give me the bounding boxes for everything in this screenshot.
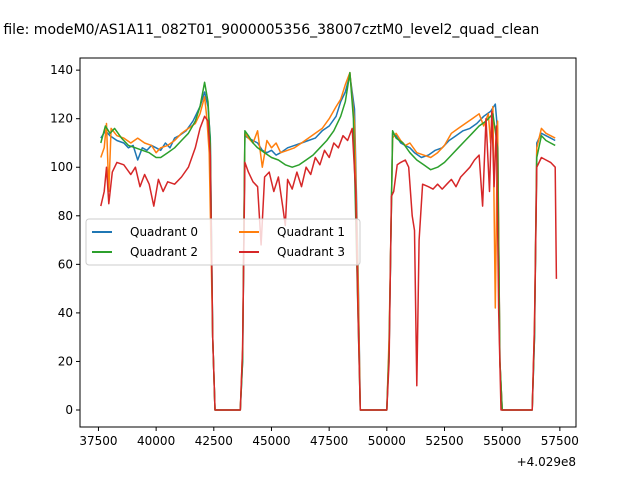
y-tick-label: 60 [58,257,73,271]
x-tick-label: 45000 [252,434,290,448]
legend-label-quadrant-1: Quadrant 1 [277,225,345,239]
series-lines [100,71,558,411]
x-tick-label: 47500 [310,434,348,448]
legend-box [85,218,361,266]
y-tick-label: 140 [50,63,73,77]
legend-label-quadrant-0: Quadrant 0 [130,225,198,239]
x-axis-offset-text: +4.029e8 [517,455,576,469]
series-line-quadrant-0 [100,74,556,411]
legend-label-quadrant-2: Quadrant 2 [130,245,198,259]
y-tick-label: 120 [50,112,73,126]
plot-area-frame [79,57,577,428]
x-tick-label: 50000 [368,434,406,448]
x-tick-label: 42500 [195,434,233,448]
y-tick-label: 0 [65,403,73,417]
x-tick-label: 55000 [483,434,521,448]
x-tick-label: 52500 [425,434,463,448]
legend: Quadrant 0 Quadrant 1 Quadrant 2 Quadrant 3 [85,218,361,266]
x-axis-ticks: 37500 40000 42500 45000 47500 50000 52500 55000… [79,427,579,448]
legend-label-quadrant-3: Quadrant 3 [277,245,345,259]
series-line-quadrant-3 [100,110,558,411]
y-tick-label: 80 [58,209,73,223]
x-tick-label: 57500 [541,434,579,448]
x-tick-label: 40000 [137,434,175,448]
chart-title: n file: modeM0/AS1A11_082T01_9000005356_… [0,22,540,38]
series-line-quadrant-1 [100,71,556,411]
y-tick-label: 20 [58,354,73,368]
x-tick-label: 37500 [79,434,117,448]
y-tick-label: 100 [50,160,73,174]
series-line-quadrant-2 [100,71,556,411]
y-axis-ticks: 0 20 40 60 80 100 120 140 [50,63,80,417]
y-tick-label: 40 [58,306,73,320]
